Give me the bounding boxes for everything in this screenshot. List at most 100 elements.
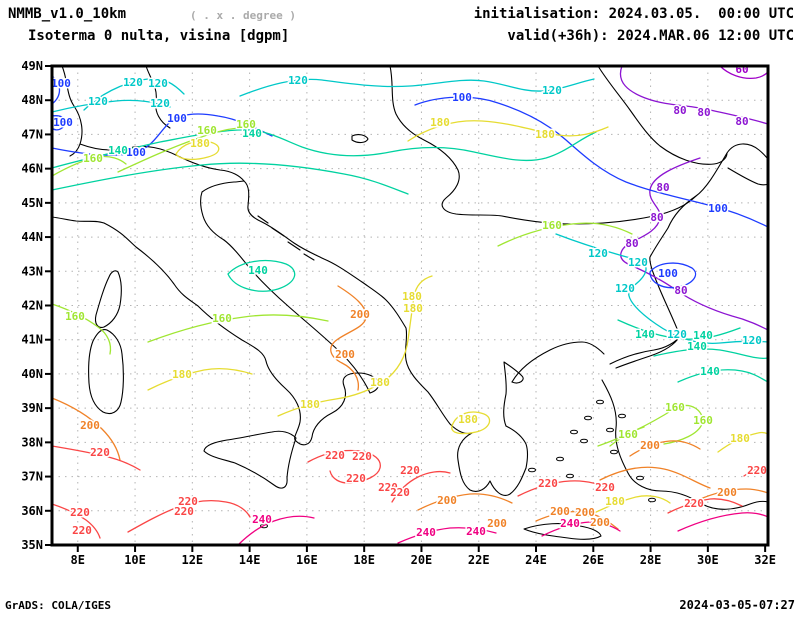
contour-label-100: 100 — [53, 116, 73, 129]
coastline — [94, 270, 122, 328]
island — [556, 456, 564, 462]
contour-label-240: 240 — [252, 513, 272, 526]
contour-line-160 — [51, 303, 112, 355]
contour-label-240: 240 — [560, 517, 580, 530]
y-tick-label: 38N — [21, 435, 43, 449]
contour-label-200: 200 — [717, 486, 737, 499]
map-frame — [50, 64, 770, 547]
contour-label-80: 80 — [625, 237, 638, 250]
contour-line-180 — [175, 140, 220, 161]
contour-label-100: 100 — [452, 91, 472, 104]
contour-label-120: 120 — [742, 334, 762, 347]
y-tick-label: 46N — [21, 162, 43, 176]
island — [570, 429, 578, 435]
contour-label-180: 180 — [402, 290, 422, 303]
contour-label-200: 200 — [437, 494, 457, 507]
initialisation-time: initialisation: 2024.03.05. 00:00 UTC — [473, 6, 794, 22]
contour-line-140 — [677, 369, 769, 383]
contour-label-120: 120 — [588, 247, 608, 260]
contour-line-220 — [51, 503, 101, 539]
contour-label-220: 220 — [747, 464, 767, 477]
y-tick-label: 44N — [21, 230, 43, 244]
contour-line-160 — [117, 127, 243, 173]
contour-label-200: 200 — [640, 439, 660, 452]
contour-line-240 — [677, 512, 769, 532]
contour-label-220: 220 — [325, 449, 345, 462]
contour-line-140 — [227, 259, 296, 292]
contour-label-220: 220 — [174, 505, 194, 518]
contour-line-220 — [307, 449, 381, 484]
x-tick-label: 16E — [296, 553, 318, 567]
contour-line-200 — [51, 397, 121, 461]
contour-line-160 — [147, 314, 329, 343]
coastline — [223, 239, 371, 394]
y-tick-label: 42N — [21, 299, 43, 313]
x-tick-label: 8E — [71, 553, 85, 567]
contour-line-140 — [653, 348, 769, 360]
island — [580, 438, 588, 444]
y-tick-label: 41N — [21, 333, 43, 347]
coastline — [389, 65, 697, 225]
coastline — [523, 523, 602, 540]
island — [606, 427, 614, 433]
contour-label-220: 220 — [70, 506, 90, 519]
island — [636, 475, 644, 481]
contour-line-220 — [667, 498, 743, 514]
contour-label-100: 100 — [658, 267, 678, 280]
contour-label-200: 200 — [590, 516, 610, 529]
y-tick-label: 37N — [21, 470, 43, 484]
contour-line-200 — [629, 440, 701, 457]
coastline — [145, 65, 171, 129]
contour-label-120: 120 — [88, 95, 108, 108]
y-tick-label: 48N — [21, 93, 43, 107]
contour-label-120: 120 — [615, 282, 635, 295]
coastline — [88, 329, 124, 415]
contour-line-240 — [237, 515, 315, 546]
contour-label-220: 220 — [346, 472, 366, 485]
contour-line-100 — [414, 96, 769, 228]
contour-label-140: 140 — [700, 365, 720, 378]
coastline — [601, 379, 769, 510]
contour-label-220: 220 — [90, 446, 110, 459]
contour-label-200: 200 — [550, 505, 570, 518]
contour-line-200 — [417, 493, 513, 511]
grads-credit: GrADS: COLA/IGES — [5, 599, 111, 612]
island — [528, 467, 536, 473]
y-tick-label: 47N — [21, 127, 43, 141]
contour-line-240 — [541, 521, 621, 537]
x-tick-label: 10E — [124, 553, 146, 567]
contour-line-200 — [330, 285, 367, 391]
contour-label-80: 80 — [673, 104, 686, 117]
contour-label-140: 140 — [635, 328, 655, 341]
contour-label-200: 200 — [487, 517, 507, 530]
contour-label-220: 220 — [72, 524, 92, 537]
contour-label-80: 80 — [656, 181, 669, 194]
x-tick-label: 12E — [181, 553, 203, 567]
contour-line-220 — [127, 500, 251, 533]
contour-label-180: 180 — [430, 116, 450, 129]
contour-line-120 — [239, 78, 595, 97]
coastline — [51, 216, 105, 224]
contour-label-180: 180 — [605, 495, 625, 508]
contour-label-100: 100 — [126, 146, 146, 159]
contour-label-220: 220 — [595, 481, 615, 494]
contour-line-100 — [649, 262, 697, 289]
x-tick-label: 18E — [353, 553, 375, 567]
y-tick-label: 39N — [21, 401, 43, 415]
contour-label-160: 160 — [542, 219, 562, 232]
contour-label-200: 200 — [335, 348, 355, 361]
creation-timestamp: 2024-03-05-07:27 — [679, 598, 795, 612]
contour-label-180: 180 — [458, 413, 478, 426]
contour-line-120 — [51, 99, 171, 113]
contour-label-220: 220 — [390, 486, 410, 499]
contour-label-140: 140 — [108, 144, 128, 157]
contour-label-180: 180 — [535, 128, 555, 141]
y-tick-label: 49N — [21, 59, 43, 73]
contour-line-140 — [51, 129, 597, 169]
contour-label-120: 120 — [667, 328, 687, 341]
field-title: Isoterma 0 nulta, visina [dgpm] — [28, 28, 290, 44]
x-tick-label: 26E — [582, 553, 604, 567]
island — [648, 497, 656, 503]
x-tick-label: 28E — [640, 553, 662, 567]
contour-label-200: 200 — [575, 506, 595, 519]
